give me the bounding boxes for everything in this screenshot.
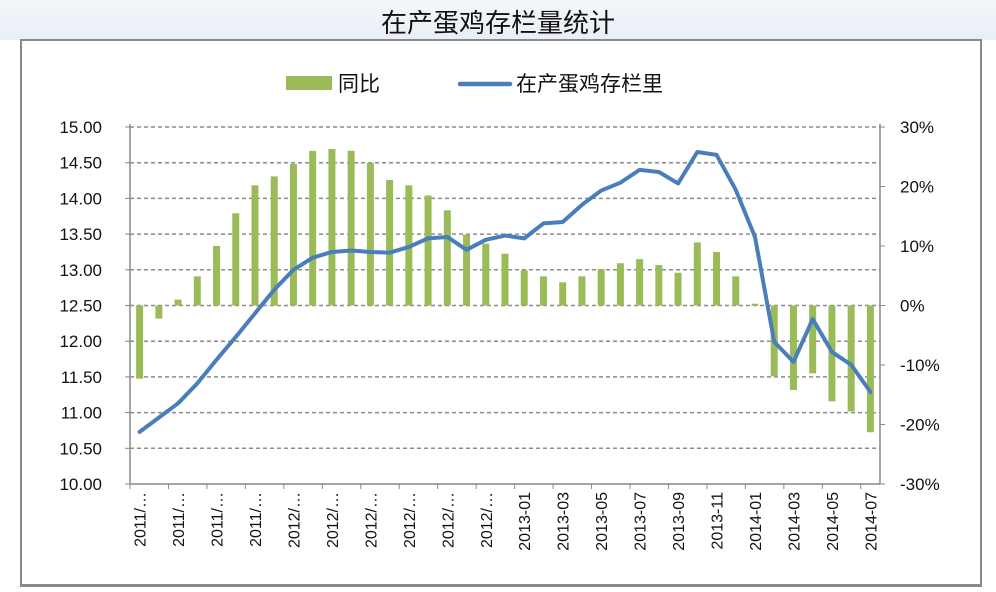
left-axis-tick-label: 13.00 (59, 261, 102, 280)
bar (386, 179, 394, 306)
x-axis-tick-label: 2014-03 (786, 492, 803, 551)
x-axis-tick-label: 2012/… (440, 492, 457, 548)
x-axis-tick-label: 2014-07 (863, 492, 880, 551)
bar (289, 163, 297, 306)
bar (636, 259, 644, 306)
bar (424, 195, 432, 306)
left-axis-tick-label: 12.50 (59, 297, 102, 316)
x-axis-tick-label: 2013-09 (671, 492, 688, 551)
legend-label-bar: 同比 (338, 72, 380, 96)
x-axis-tick-label: 2013-01 (517, 492, 534, 551)
bar (866, 305, 874, 433)
x-axis-tick-label: 2014-05 (825, 492, 842, 551)
right-axis-tick-label: 0% (900, 297, 925, 316)
x-axis-tick-label: 2012/… (479, 492, 496, 548)
x-axis-tick-label: 2012/… (286, 492, 303, 548)
bar (809, 305, 817, 374)
right-axis-tick-label: -30% (900, 475, 940, 494)
x-axis-tick-label: 2013-03 (556, 492, 573, 551)
legend-label-line: 在产蛋鸡存栏里 (516, 72, 663, 96)
left-axis-tick-label: 13.50 (59, 225, 102, 244)
x-axis-tick-label: 2012/… (363, 492, 380, 548)
bar (655, 265, 663, 306)
x-axis-tick-label: 2013-07 (633, 492, 650, 551)
bar (539, 276, 547, 306)
bar (713, 251, 721, 306)
x-axis-tick-label: 2013-11 (710, 492, 727, 550)
right-axis-tick-label: -20% (900, 416, 940, 435)
right-axis-tick-label: 20% (900, 178, 934, 197)
bar (328, 149, 336, 306)
bar (616, 263, 624, 306)
legend-swatch-bar (286, 76, 332, 90)
x-axis-tick-label: 2012/… (402, 492, 419, 548)
left-axis-tick-label: 15.00 (59, 118, 102, 137)
left-axis-tick-label: 11.50 (61, 368, 102, 387)
bar (136, 305, 144, 379)
bar (174, 299, 182, 306)
x-axis-tick-label: 2011/… (171, 492, 188, 547)
left-axis-tick-label: 10.50 (59, 439, 102, 458)
bar (270, 176, 278, 306)
bar (193, 276, 201, 306)
bar (751, 303, 759, 306)
bar (789, 305, 797, 390)
bar (482, 243, 490, 306)
left-axis-tick-label: 11.00 (61, 404, 102, 423)
bar (597, 269, 605, 306)
left-axis-tick-label: 14.00 (59, 189, 102, 208)
right-axis-tick-label: -10% (900, 356, 940, 375)
bar (847, 305, 855, 412)
bar (347, 150, 355, 306)
x-axis-tick-label: 2011/… (133, 492, 150, 547)
right-axis-tick-label: 10% (900, 237, 934, 256)
bar (559, 282, 567, 306)
left-axis-tick-label: 12.00 (59, 332, 102, 351)
bar (463, 234, 471, 306)
title-bar: 在产蛋鸡存栏量统计 (0, 0, 996, 40)
bar (520, 270, 528, 306)
chart-title: 在产蛋鸡存栏量统计 (380, 9, 615, 39)
bar (732, 276, 740, 306)
bar (213, 246, 221, 306)
bar (501, 253, 509, 306)
chart-frame (20, 39, 982, 587)
x-axis-tick-label: 2011/… (248, 492, 265, 547)
bar (155, 305, 163, 319)
left-axis-tick-label: 10.00 (59, 475, 102, 494)
x-axis-tick-label: 2013-05 (594, 492, 611, 551)
bar (309, 150, 317, 306)
bar (578, 276, 586, 306)
x-axis-tick-label: 2012/… (325, 492, 342, 548)
bar (443, 210, 451, 306)
x-axis-tick-label: 2011/… (210, 492, 227, 547)
bar (674, 272, 682, 306)
bar (693, 242, 701, 306)
left-axis-tick-label: 14.50 (59, 154, 102, 173)
bar (251, 185, 259, 306)
x-axis-tick-label: 2014-01 (748, 492, 765, 551)
right-axis-tick-label: 30% (900, 118, 934, 137)
bar (232, 213, 240, 306)
bar (366, 162, 374, 306)
